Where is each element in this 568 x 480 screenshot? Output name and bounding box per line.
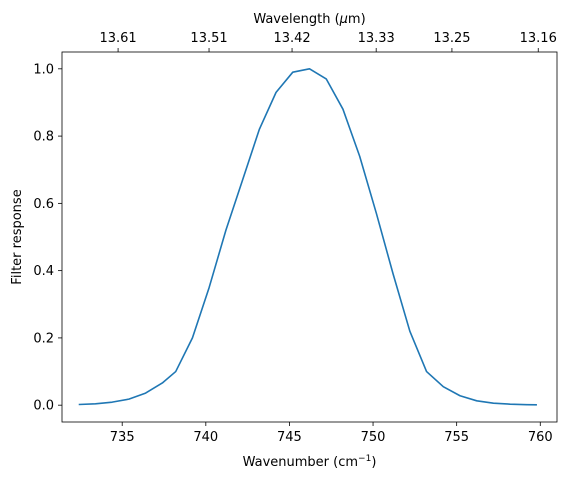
x-tick-label: 760 [528,430,553,445]
y-axis-ticks: 0.0 0.2 0.4 0.6 0.8 1.0 [33,62,62,414]
top-tick-label: 13.25 [433,31,470,46]
x-axis-label: Wavenumber (cm−1) [243,454,377,470]
x-tick-label: 755 [444,430,469,445]
top-tick-label: 13.33 [358,31,395,46]
y-tick-label: 0.2 [33,331,54,346]
y-tick-label: 1.0 [33,62,54,77]
top-tick-label: 13.61 [99,31,136,46]
filter-response-line [78,68,537,406]
x-tick-label: 740 [193,430,218,445]
x-tick-label: 750 [361,430,386,445]
x-axis-top-label: Wavelength (μm) [253,12,365,27]
plot-frame [61,51,558,423]
top-wavelength-axis-ticks: 13.61 13.51 13.42 13.33 13.25 13.16 [99,31,557,52]
y-tick-label: 0.4 [33,264,54,279]
top-tick-label: 13.42 [273,31,310,46]
y-tick-label: 0.6 [33,197,54,212]
plot-area [62,52,557,422]
y-tick-label: 0.8 [33,130,54,145]
x-tick-label: 745 [277,430,302,445]
y-tick-label: 0.0 [33,399,54,414]
y-axis-label: Filter response [10,189,25,284]
x-tick-label: 735 [110,430,135,445]
top-tick-label: 13.51 [190,31,227,46]
x-axis-ticks: 735 740 745 750 755 760 [110,422,553,445]
top-tick-label: 13.16 [520,31,557,46]
